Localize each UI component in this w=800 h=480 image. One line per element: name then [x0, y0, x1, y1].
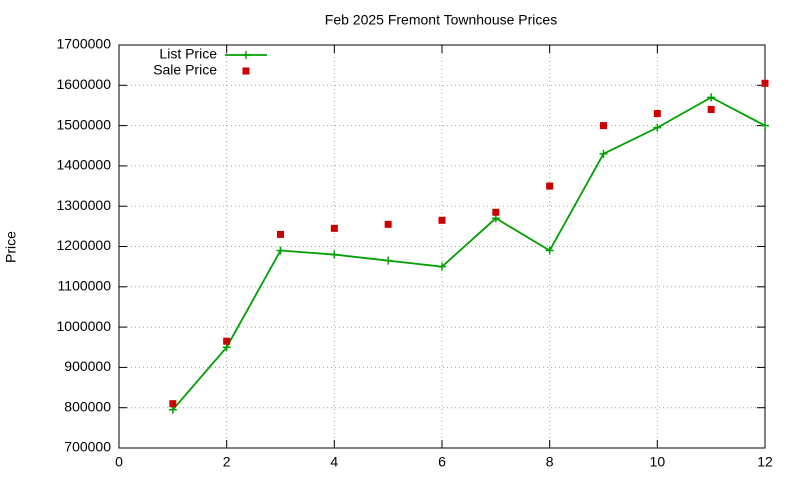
- data-point: [438, 262, 446, 271]
- data-point: [438, 216, 446, 224]
- data-point: [384, 256, 393, 265]
- y-tick-label: 1600000: [56, 76, 111, 92]
- data-point: [545, 246, 554, 255]
- data-point: [653, 110, 661, 118]
- y-tick-label: 1300000: [56, 197, 111, 213]
- x-tick-label: 6: [438, 454, 446, 470]
- data-point: [546, 182, 554, 190]
- x-tick-label: 10: [650, 454, 666, 470]
- data-point: [169, 400, 177, 408]
- y-tick-label: 1000000: [56, 318, 111, 334]
- data-point: [277, 230, 284, 238]
- data-point: [330, 250, 339, 259]
- data-point: [223, 337, 231, 345]
- data-point: [761, 121, 769, 130]
- y-tick-label: 1700000: [56, 36, 111, 52]
- data-point: [707, 105, 715, 113]
- y-tick-label: 900000: [64, 358, 111, 374]
- chart-title: Feb 2025 Fremont Townhouse Prices: [325, 12, 557, 28]
- data-point: [600, 122, 607, 130]
- legend-marker: [242, 51, 250, 59]
- x-tick-label: 12: [757, 454, 773, 470]
- legend-marker: [242, 67, 250, 75]
- data-point: [599, 149, 608, 158]
- data-point: [653, 123, 662, 132]
- data-point: [707, 93, 716, 102]
- y-tick-label: 1400000: [56, 157, 111, 173]
- x-tick-label: 2: [223, 454, 231, 470]
- legend-label: Sale Price: [153, 62, 217, 78]
- data-point: [330, 224, 338, 232]
- data-point: [276, 246, 285, 255]
- x-tick-label: 0: [115, 454, 123, 470]
- x-tick-label: 4: [330, 454, 338, 470]
- data-point: [384, 220, 392, 228]
- y-axis-label: Price: [3, 231, 19, 263]
- data-point: [761, 79, 769, 87]
- y-tick-label: 1200000: [56, 237, 111, 253]
- x-tick-label: 8: [546, 454, 554, 470]
- plot-frame: [118, 44, 766, 449]
- data-point: [492, 208, 500, 216]
- y-tick-label: 700000: [64, 439, 111, 455]
- y-tick-label: 1500000: [56, 116, 111, 132]
- series-line: [172, 96, 766, 411]
- legend-label: List Price: [159, 46, 217, 62]
- y-tick-label: 1100000: [58, 278, 112, 294]
- y-tick-label: 800000: [64, 398, 111, 414]
